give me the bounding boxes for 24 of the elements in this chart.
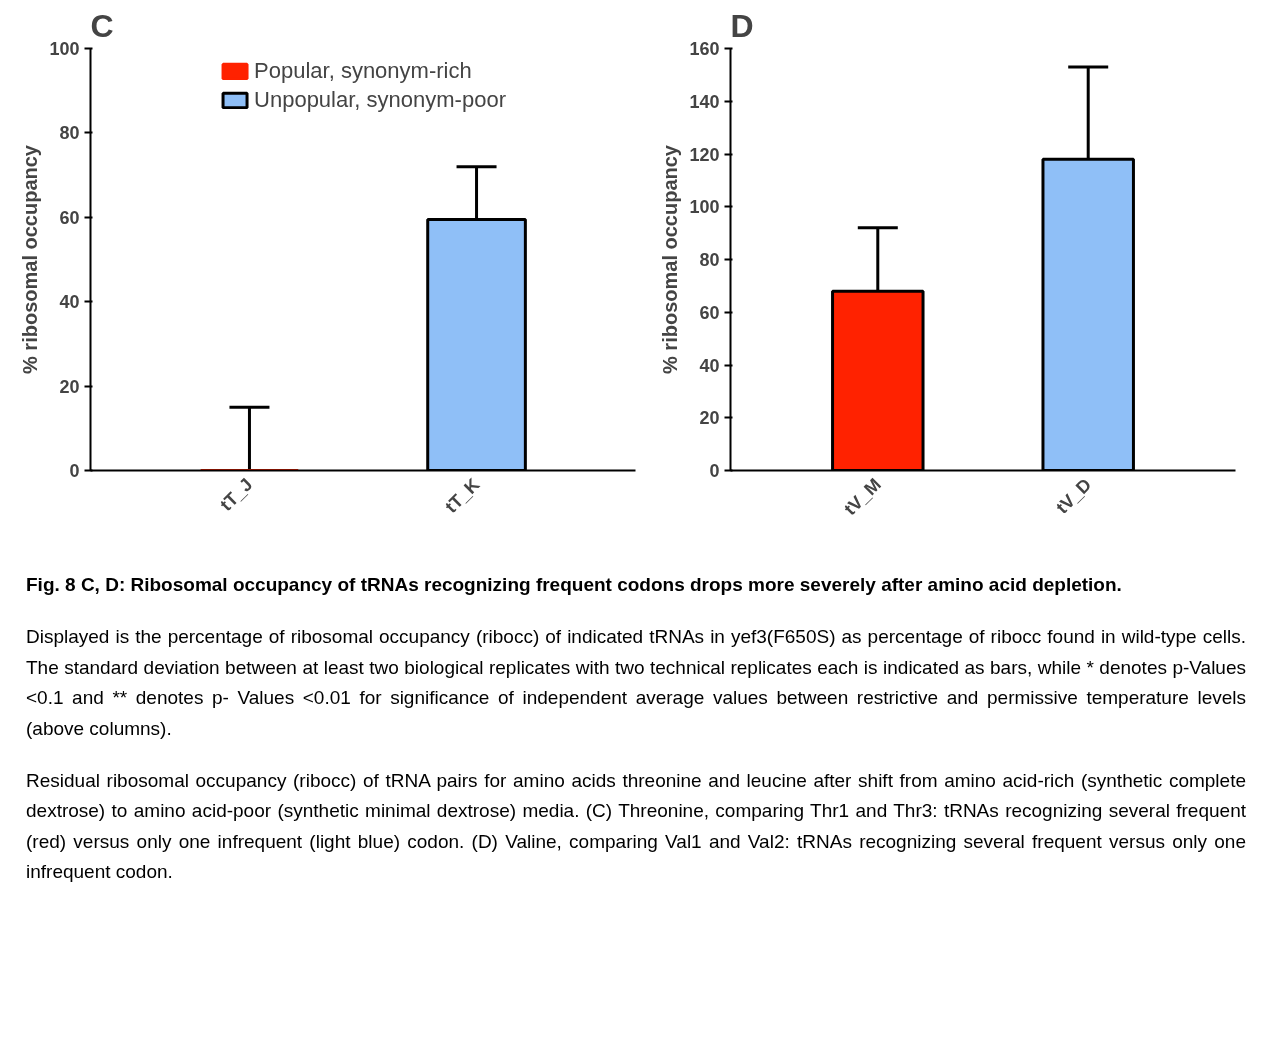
y-tick-label: 80	[699, 250, 720, 270]
legend-label: Unpopular, synonym-poor	[254, 87, 506, 113]
text: Displayed is the percentage of ribosomal occupancy (ribocc) of indicated tRNAs in yef3(F650S) as percentage of ribocc found in wild-type cells. The standard deviation between at least two biological replicates with two technical replicates each is indicated as bars, while * denotes p-Values <0.1 and ** denotes p- Values <0.01 for significance of independent average values between restrictive and permissive temperature levels (above columns).	[26, 625, 1246, 741]
y-axis-title: % ribosomal occupancy	[19, 144, 42, 374]
y-tick-label: 0	[709, 461, 720, 481]
text: Residual ribosomal occupancy (ribocc) of tRNA pairs for amino acids threonine and leucine after shift from amino acid-rich (synthetic complete dextrose) to amino acid-poor (synthetic minimal dextrose) media. (C) Threonine, comparing Thr1 and Thr3: tRNAs recognizing several frequent (red) versus only one infrequent (light blue) codon. (D) Valine, comparing Val1 and Val2: tRNAs recognizing several frequent versus only one infrequent codon.	[26, 768, 1246, 885]
y-tick-label: 160	[689, 39, 720, 59]
y-tick-label: 40	[699, 355, 720, 376]
y-axis-title: % ribosomal occupancy	[659, 144, 682, 374]
legend-label: Popular, synonym-rich	[254, 58, 472, 84]
y-tick-label: 0	[69, 461, 80, 481]
y-tick-label: 60	[699, 302, 720, 323]
y-tick-label: 100	[689, 197, 720, 218]
y-tick-label: 120	[689, 144, 720, 165]
chart-title: D	[730, 7, 754, 44]
text: Fig. 8 C, D: Ribosomal occupancy of tRNAs recognizing frequent codons drops more severely after amino acid depletion.	[26, 573, 1123, 597]
y-tick-label: 20	[59, 376, 80, 397]
y-tick-label: 140	[689, 91, 720, 112]
y-tick-label: 80	[59, 123, 80, 144]
y-tick-label: 40	[59, 292, 80, 313]
chart-title: C	[90, 7, 114, 44]
y-tick-label: 20	[699, 408, 720, 429]
y-tick-label: 60	[59, 207, 80, 228]
y-tick-label: 100	[49, 39, 80, 59]
